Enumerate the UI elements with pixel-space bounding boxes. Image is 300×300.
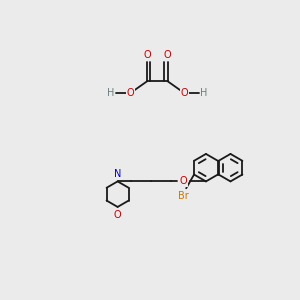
Text: O: O [164,50,172,60]
Text: O: O [181,88,188,98]
Text: H: H [200,88,208,98]
Text: O: O [127,88,134,98]
Text: H: H [107,88,114,98]
Text: O: O [114,210,122,220]
Text: Br: Br [178,191,189,201]
Text: N: N [114,169,121,178]
Text: O: O [180,176,187,186]
Text: O: O [143,50,151,60]
